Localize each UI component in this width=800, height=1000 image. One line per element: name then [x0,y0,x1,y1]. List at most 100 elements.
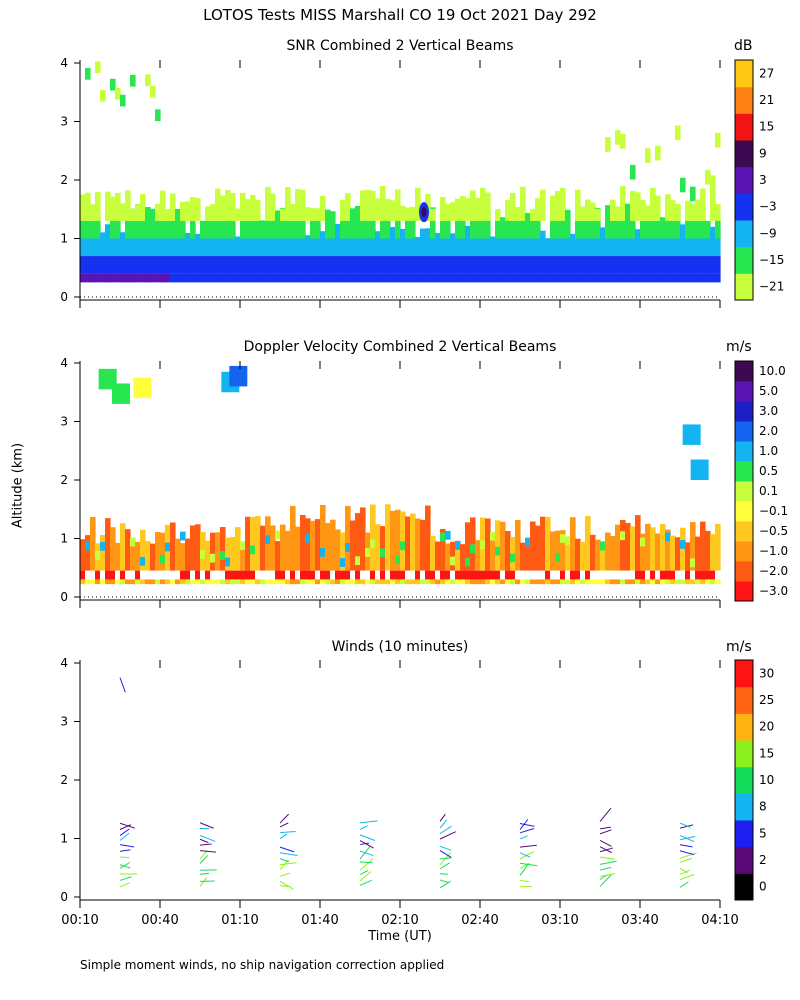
snr-cell [470,233,476,257]
snr-cell [685,234,691,257]
velocity-cell [340,558,346,567]
snr-cell [650,273,656,283]
snr-cell [450,256,456,274]
velocity-cell [295,526,301,571]
snr-cell [205,218,211,239]
snr-cell [310,212,316,239]
velocity-cell [160,570,166,580]
velocity-cell [675,537,681,571]
snr-cell [365,208,371,239]
velocity-cell [430,579,436,585]
snr-y-tick-label: 0 [60,290,68,304]
snr-cell [485,256,491,274]
velocity-cell [80,579,86,585]
velocity-colorbar-swatch [735,481,753,502]
snr-cell [195,233,201,257]
snr-cell [380,273,386,283]
velocity-cell [305,533,311,543]
snr-cell [85,256,91,274]
velocity-cell [365,570,371,580]
wind-barb [119,677,126,693]
velocity-cell [495,546,501,556]
wind-barb [599,874,612,887]
velocity-cell [615,570,621,580]
velocity-cell [120,579,126,585]
velocity-cell [480,517,486,571]
wind-barb [439,857,452,860]
snr-colorbar-label: 21 [759,93,774,107]
page-title: LOTOS Tests MISS Marshall CO 19 Oct 2021… [203,6,597,24]
velocity-cell [335,529,341,571]
velocity-cell [660,523,666,571]
snr-cell [655,273,661,283]
snr-cell [700,273,706,283]
snr-cell [690,273,696,283]
snr-cell [385,256,391,274]
snr-cell [245,273,251,283]
snr-cell [365,226,371,257]
snr-cell [480,226,486,257]
snr-cell [210,228,216,257]
snr-cell [675,236,681,257]
snr-cell [600,227,606,257]
snr-cell [175,273,181,283]
velocity-cell [320,570,326,580]
velocity-cell [515,570,521,580]
snr-cell [230,256,236,274]
winds-colorbar-swatch [735,713,753,741]
snr-cell [155,205,161,239]
velocity-cell [145,541,151,571]
velocity-cell [590,534,596,571]
snr-cell [295,189,301,221]
snr-cell [545,273,551,283]
snr-cell [465,225,471,257]
wind-barb [119,844,135,848]
snr-cell [675,256,681,274]
x-tick-label: 01:10 [221,913,258,928]
wind-barb [119,882,130,888]
snr-cell [405,273,411,283]
snr-cell [535,236,541,257]
velocity-cell [425,505,431,571]
snr-cell [305,235,311,257]
snr-cell [100,89,106,102]
snr-cell [595,207,601,239]
velocity-cell [595,570,601,580]
snr-cell [245,233,251,257]
snr-cell [505,256,511,274]
snr-cell [700,211,706,239]
velocity-cell [190,525,196,571]
velocity-cell [385,570,391,580]
velocity-cell [620,531,626,541]
snr-cell [315,256,321,274]
velocity-cell [340,570,346,580]
snr-cell [375,273,381,283]
wind-barb [199,872,210,875]
velocity-cell [710,579,716,585]
velocity-cell [695,570,701,580]
velocity-cell [340,532,346,571]
snr-cell [370,273,376,283]
snr-cell [635,273,641,283]
velocity-cell [380,526,386,571]
wind-barb [679,857,693,863]
snr-cell [395,273,401,283]
velocity-cell [370,504,376,571]
snr-cell [195,256,201,274]
snr-cell [705,220,711,239]
snr-cell [520,232,526,257]
snr-cell [715,256,721,274]
velocity-cell [530,579,536,585]
snr-cell [240,214,246,239]
snr-cell [605,273,611,283]
snr-cell [610,256,616,274]
snr-cell [315,273,321,283]
snr-cell [205,206,211,221]
wind-barb [599,873,616,877]
velocity-cell [360,579,366,585]
snr-cell [560,273,566,283]
snr-cell [135,204,141,221]
velocity-cell [480,570,486,580]
velocity-cell [170,570,176,580]
velocity-cell [465,579,471,585]
